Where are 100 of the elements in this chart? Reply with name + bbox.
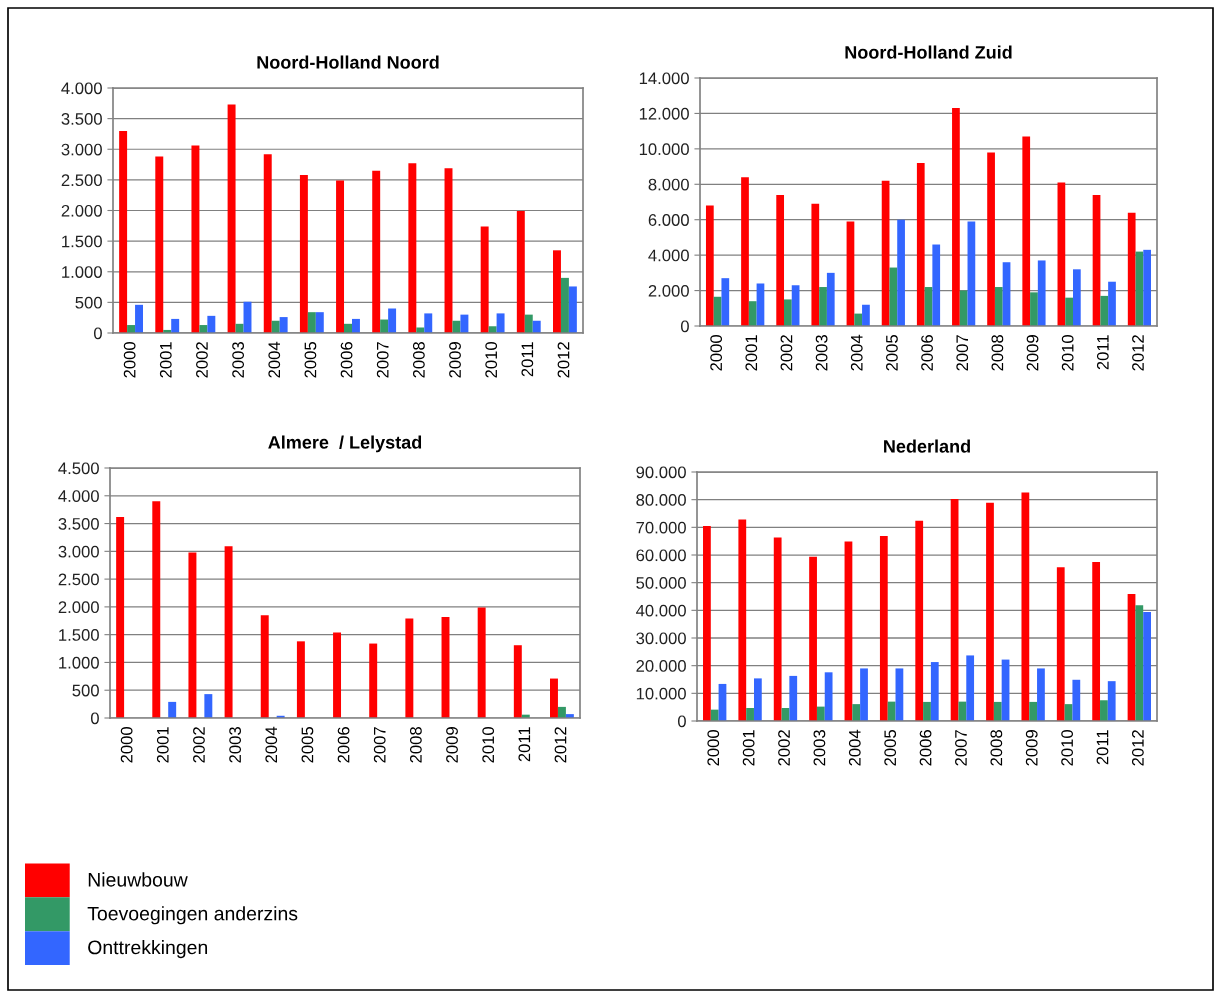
bar [776, 194, 785, 326]
y-tick-label: 0 [93, 327, 102, 340]
y-tick-label: 12.000 [639, 107, 689, 120]
bar [852, 704, 861, 721]
x-tick-label: 2004 [848, 729, 861, 766]
bar [299, 174, 308, 333]
y-tick-label: 4.000 [648, 249, 689, 262]
bar [819, 287, 827, 326]
bar [826, 272, 835, 326]
bar [1100, 700, 1108, 721]
bar [204, 694, 213, 718]
bar [549, 678, 558, 718]
bar [1108, 281, 1116, 326]
bar [809, 556, 817, 721]
x-tick-label: 2011 [1096, 335, 1109, 370]
bar [738, 519, 747, 721]
bar [1072, 679, 1081, 721]
bar [967, 221, 976, 326]
x-tick-label: 2007 [376, 342, 389, 378]
y-tick-label: 2.000 [61, 204, 102, 217]
bar [1143, 249, 1152, 326]
bar [930, 662, 939, 721]
x-tick-label: 2007 [956, 335, 969, 371]
bar [119, 130, 128, 333]
bar [1107, 681, 1116, 721]
bar [1092, 561, 1101, 721]
x-tick-label: 2011 [518, 727, 531, 762]
chart-title: Noord-Holland Noord [257, 55, 439, 69]
x-tick-label: 2006 [919, 730, 932, 766]
bar [753, 678, 762, 721]
y-tick-label: 0 [680, 320, 689, 333]
bar [516, 211, 525, 333]
x-tick-label: 2003 [815, 335, 828, 371]
bar [994, 287, 1003, 326]
bar [477, 607, 486, 718]
x-tick-label: 2012 [557, 342, 570, 378]
x-tick-label: 2005 [304, 342, 317, 378]
bar [152, 501, 161, 718]
y-tick-label: 3.000 [61, 143, 102, 156]
y-tick-label: 3.000 [58, 545, 99, 558]
y-tick-label: 2.500 [58, 573, 99, 586]
y-tick-label: 2.000 [58, 601, 99, 614]
bar [496, 313, 505, 333]
x-tick-label: 2001 [742, 730, 755, 766]
y-tick-label: 90.000 [636, 466, 686, 479]
y-tick-label: 500 [75, 296, 102, 309]
bar [844, 541, 853, 721]
bar [846, 221, 855, 326]
x-tick-label: 2010 [1061, 334, 1074, 371]
bar [952, 108, 960, 326]
bar [460, 314, 469, 333]
bar [568, 286, 577, 333]
chart-title: Almere / Lelystad [268, 435, 422, 453]
bar [405, 618, 414, 718]
x-tick-label: 2002 [196, 342, 208, 378]
bar [1057, 182, 1066, 326]
bar [369, 643, 378, 718]
bar [1065, 297, 1073, 326]
y-tick-label: 10.000 [636, 687, 686, 700]
y-tick-label: 6.000 [648, 214, 689, 226]
y-tick-label: 4.500 [58, 462, 99, 475]
y-tick-label: 2.000 [648, 284, 689, 297]
y-tick-label: 80.000 [636, 494, 686, 506]
y-tick-label: 500 [72, 684, 99, 697]
x-tick-label: 2009 [446, 727, 458, 763]
y-tick-label: 1.500 [62, 235, 102, 248]
x-tick-label: 2006 [921, 335, 933, 371]
bar [116, 516, 125, 718]
bar [705, 205, 714, 326]
x-tick-label: 2006 [337, 727, 350, 763]
bar [879, 535, 888, 721]
bar [860, 668, 868, 721]
bar [135, 304, 144, 333]
bar [307, 312, 316, 333]
y-tick-label: 3.500 [58, 517, 99, 530]
legend-label: Nieuwbouw [88, 872, 188, 887]
bar [950, 499, 959, 721]
x-tick-label: 2004 [268, 341, 281, 378]
x-tick-label: 2005 [886, 335, 898, 371]
x-tick-label: 2006 [340, 342, 353, 378]
bar [155, 156, 164, 333]
x-tick-label: 2008 [991, 335, 1004, 371]
y-tick-label: 1.000 [62, 266, 102, 278]
bar [824, 672, 833, 721]
bar [1127, 212, 1136, 326]
y-tick-label: 1.000 [59, 656, 99, 669]
bar [380, 319, 389, 333]
bar [1021, 492, 1030, 721]
bar [315, 312, 324, 333]
x-tick-label: 2001 [156, 727, 169, 763]
bar [552, 250, 561, 333]
bar [1100, 295, 1109, 326]
x-tick-label: 2008 [409, 727, 422, 763]
bar [296, 641, 305, 718]
bar [993, 701, 1002, 721]
bar [416, 327, 425, 333]
bar [916, 163, 925, 326]
bar [171, 318, 180, 333]
x-tick-label: 2007 [955, 730, 967, 766]
bar [966, 655, 975, 721]
